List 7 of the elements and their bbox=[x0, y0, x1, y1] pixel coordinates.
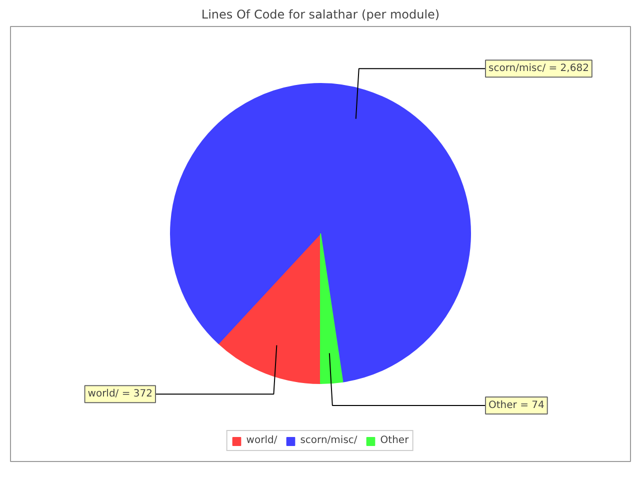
data-label: world/ = 372 bbox=[88, 388, 153, 400]
data-label: Other = 74 bbox=[488, 400, 544, 412]
chart-title: Lines Of Code for salathar (per module) bbox=[201, 8, 440, 22]
legend-label: world/ bbox=[246, 435, 278, 446]
legend-label: Other bbox=[380, 435, 409, 446]
legend-label: scorn/misc/ bbox=[300, 435, 358, 446]
data-label: scorn/misc/ = 2,682 bbox=[488, 63, 589, 74]
